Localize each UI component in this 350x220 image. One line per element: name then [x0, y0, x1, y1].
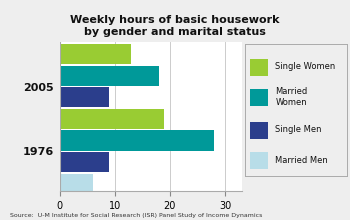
- Bar: [60, 44, 131, 64]
- Text: Weekly hours of basic housework
by gender and marital status: Weekly hours of basic housework by gende…: [70, 15, 280, 37]
- Bar: [60, 130, 214, 150]
- Bar: [60, 152, 109, 172]
- Text: Single Women: Single Women: [275, 62, 336, 71]
- Bar: [60, 109, 164, 129]
- Text: Single Men: Single Men: [275, 125, 322, 134]
- Text: Married
Women: Married Women: [275, 87, 308, 106]
- FancyBboxPatch shape: [250, 89, 268, 106]
- Bar: [60, 174, 93, 194]
- FancyBboxPatch shape: [250, 122, 268, 139]
- Text: Married Men: Married Men: [275, 156, 328, 165]
- Bar: [60, 87, 109, 107]
- FancyBboxPatch shape: [250, 152, 268, 169]
- FancyBboxPatch shape: [250, 59, 268, 76]
- Bar: [60, 66, 159, 86]
- Text: Source:  U-M Institute for Social Research (ISR) Panel Study of Income Dynamics: Source: U-M Institute for Social Researc…: [10, 213, 263, 218]
- Bar: [60, 109, 131, 129]
